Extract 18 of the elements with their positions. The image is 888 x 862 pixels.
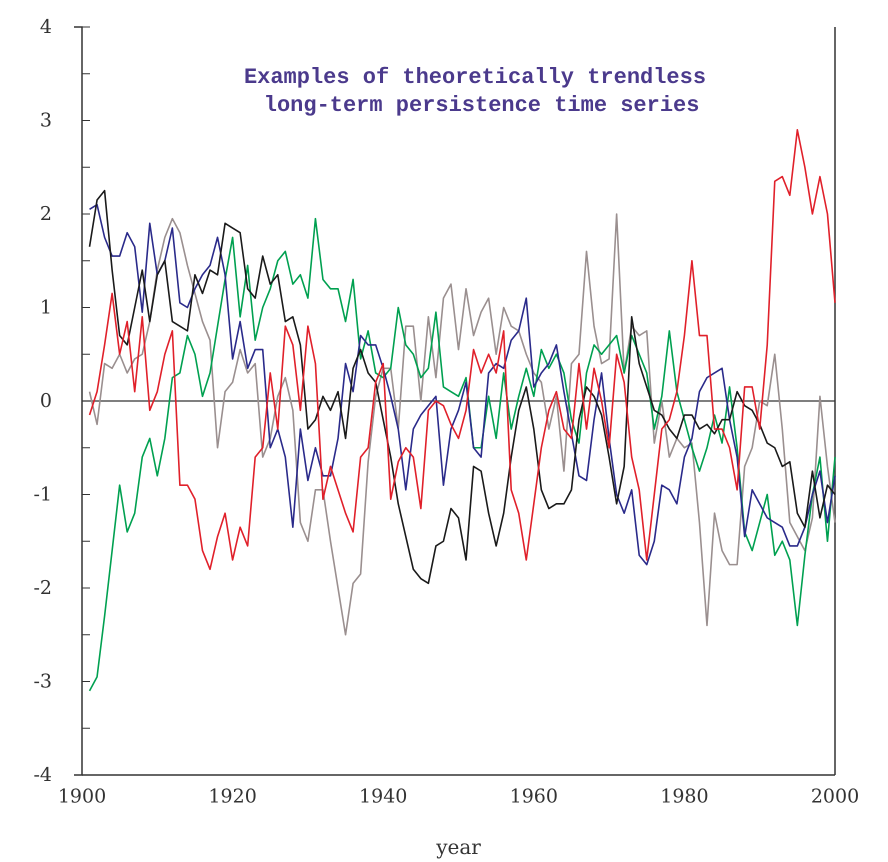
y-tick-label: -4 (33, 764, 52, 786)
x-tick-label: 1960 (510, 785, 558, 808)
x-tick-label: 1980 (660, 785, 709, 808)
x-tick-label: 1940 (359, 785, 408, 808)
y-tick-label: 0 (40, 390, 52, 412)
y-tick-label: 1 (40, 296, 52, 319)
y-tick-label: -2 (33, 577, 52, 600)
y-tick-label: -1 (33, 484, 52, 506)
x-axis-title: year (435, 835, 482, 859)
x-tick-label: 1920 (208, 785, 257, 808)
line-series (88, 129, 836, 570)
x-tick-label: 2000 (810, 785, 860, 808)
y-tick-label: -3 (33, 670, 52, 693)
text: Examples of theoretically trendless long-term persistence time series (244, 65, 706, 118)
x-tick-label: 1900 (58, 785, 106, 808)
y-tick-label: 4 (40, 16, 52, 38)
y-tick-label: 2 (40, 203, 52, 226)
y-tick-label: 3 (40, 110, 52, 132)
